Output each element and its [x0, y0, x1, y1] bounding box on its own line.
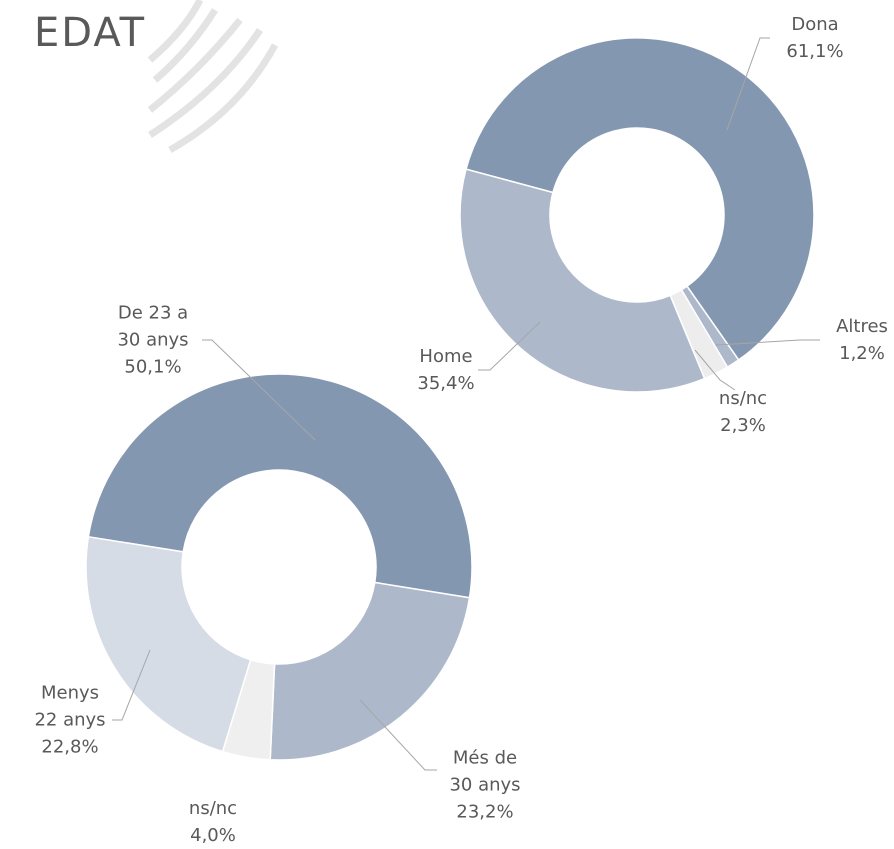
- donut-slice: [460, 169, 705, 392]
- value-label: 61,1%: [786, 38, 843, 65]
- deco-line: [150, 0, 200, 60]
- category-label: Dona: [786, 11, 843, 38]
- category-label: Altres: [836, 313, 888, 340]
- category-label: Més de 30 anys: [449, 745, 520, 799]
- category-label: ns/nc: [719, 385, 767, 412]
- donut-slice: [270, 582, 469, 760]
- deco-line: [170, 45, 275, 150]
- value-label: 23,2%: [449, 799, 520, 826]
- value-label: 22,8%: [34, 734, 105, 761]
- donut-slice: [86, 537, 251, 752]
- value-label: 50,1%: [117, 354, 188, 381]
- category-label: De 23 a 30 anys: [117, 300, 188, 354]
- category-label: ns/nc: [189, 795, 237, 822]
- value-label: 4,0%: [189, 822, 237, 849]
- value-label: 35,4%: [417, 370, 474, 397]
- category-label: Menys 22 anys: [34, 680, 105, 734]
- page: EDAT (() => { const data = JSON.parse(do…: [0, 0, 894, 849]
- category-label: Home: [417, 343, 474, 370]
- value-label: 2,3%: [719, 412, 767, 439]
- chart-title: EDAT: [34, 10, 146, 56]
- value-label: 1,2%: [836, 340, 888, 367]
- fingerprint-decoration: [150, 0, 275, 150]
